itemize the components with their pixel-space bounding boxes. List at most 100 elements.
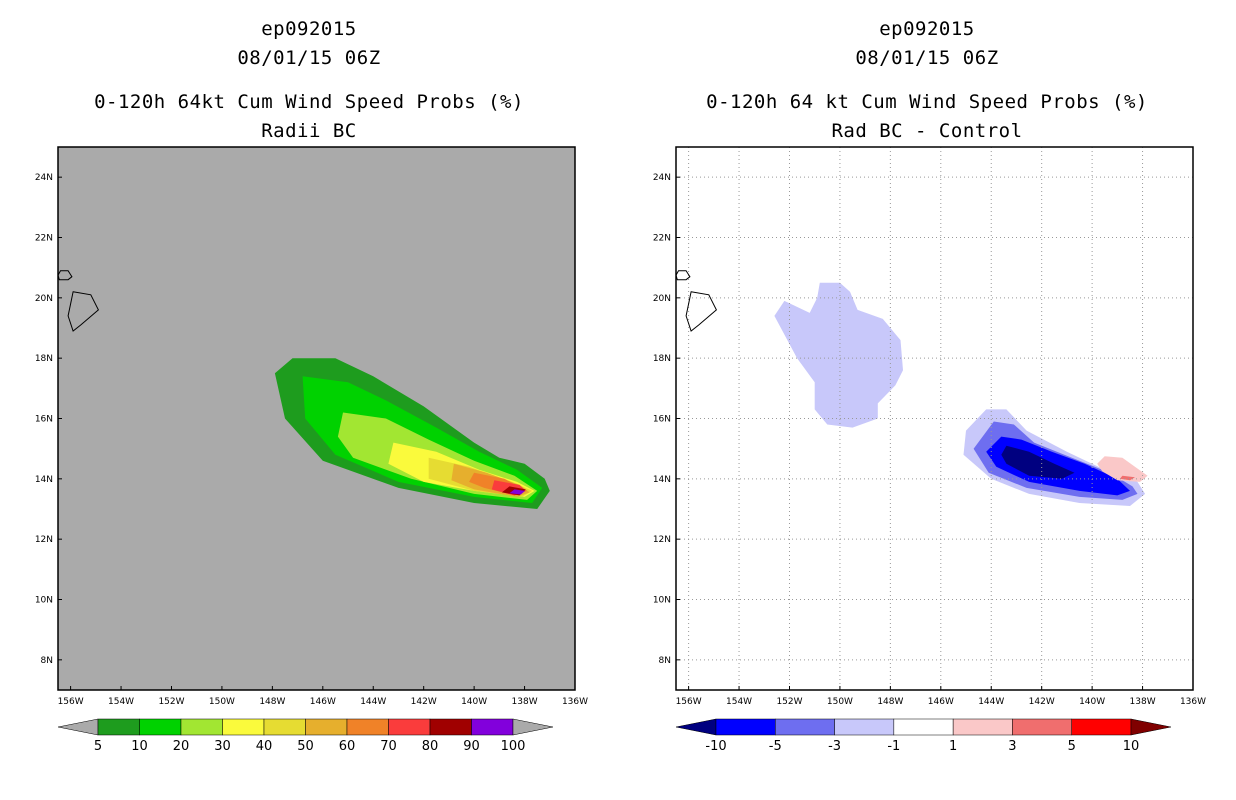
contour-region--1 — [774, 282, 903, 428]
coastline-maui — [676, 270, 691, 281]
colorbar-swatch — [139, 718, 182, 736]
plot-area — [676, 147, 1193, 690]
colorbar-label: -1 — [887, 739, 900, 754]
colorbar-label: 3 — [1008, 739, 1016, 754]
colorbar-swatch — [834, 718, 895, 736]
colorbar-label: 30 — [214, 739, 231, 754]
colorbar-swatch — [346, 718, 389, 736]
plot-area — [58, 270, 550, 509]
colorbar-label: 5 — [94, 739, 102, 754]
colorbar-swatch — [180, 718, 223, 736]
x-tick-label: 142W — [1029, 697, 1055, 707]
plot-subtitle: Radii BC — [261, 120, 357, 142]
y-tick-label: 18N — [35, 354, 53, 364]
x-tick-label: 152W — [158, 697, 184, 707]
coastline-maui — [58, 270, 73, 281]
colorbar-swatch — [388, 718, 431, 736]
y-tick-label: 24N — [653, 173, 671, 183]
datetime: 08/01/15 06Z — [237, 47, 381, 69]
y-tick-label: 10N — [653, 596, 671, 606]
colorbar-label: 90 — [463, 739, 480, 754]
colorbar-label: 70 — [380, 739, 397, 754]
y-tick-label: 14N — [35, 475, 53, 485]
x-tick-label: 136W — [1180, 697, 1206, 707]
colorbar-swatch — [893, 718, 954, 736]
x-tick-label: 144W — [360, 697, 386, 707]
plot-subtitle: Rad BC - Control — [831, 120, 1023, 142]
colorbar-swatch — [715, 718, 776, 736]
colorbar-swatch — [1012, 718, 1072, 736]
y-tick-label: 16N — [653, 415, 671, 425]
x-tick-label: 148W — [877, 697, 903, 707]
x-tick-label: 156W — [58, 697, 84, 707]
x-tick-label: 140W — [1079, 697, 1105, 707]
colorbar-extend-low — [57, 718, 99, 736]
x-tick-label: 150W — [827, 697, 853, 707]
colorbar-label: 1 — [949, 739, 957, 754]
colorbar-label: 10 — [1123, 739, 1140, 754]
colorbar-swatch — [305, 718, 348, 736]
colorbar-label: 100 — [501, 739, 526, 754]
probability-map: 156W 154W 152W 150W 148W 146W 144W 142W 140W 138W… — [35, 146, 588, 754]
colorbar-extend-high — [1130, 718, 1172, 736]
contour-region-1 — [1097, 456, 1148, 482]
colorbar-label: 50 — [297, 739, 314, 754]
y-tick-label: 16N — [35, 415, 53, 425]
colorbar-label: 80 — [422, 739, 439, 754]
x-tick-label: 154W — [726, 697, 752, 707]
plot-background — [676, 147, 1193, 690]
difference-map: 156W 154W 152W 150W 148W 146W 144W 142W 140W 138W… — [653, 146, 1206, 754]
colorbar-label: 40 — [256, 739, 273, 754]
contour-region-3 — [1119, 475, 1135, 481]
x-tick-label: 142W — [411, 697, 437, 707]
y-tick-label: 20N — [35, 294, 53, 304]
storm-id: ep092015 — [261, 18, 357, 40]
colorbar-swatch — [775, 718, 835, 736]
x-tick-label: 156W — [676, 697, 702, 707]
y-tick-label: 22N — [35, 234, 53, 244]
x-tick-label: 136W — [562, 697, 588, 707]
y-tick-label: 22N — [653, 234, 671, 244]
storm-id: ep092015 — [879, 18, 975, 40]
colorbar-swatch — [263, 718, 306, 736]
y-tick-label: 8N — [659, 656, 671, 666]
colorbar-swatch — [222, 718, 265, 736]
x-tick-label: 152W — [776, 697, 802, 707]
y-tick-label: 20N — [653, 294, 671, 304]
coastline-hawaii — [67, 291, 100, 332]
colorbar-swatch — [952, 718, 1013, 736]
colorbar-label: -10 — [705, 739, 726, 754]
y-tick-label: 14N — [653, 475, 671, 485]
y-tick-label: 8N — [41, 656, 53, 666]
colorbar-label: 20 — [173, 739, 190, 754]
contour-region--10 — [1001, 445, 1075, 479]
plot-title: 0-120h 64 kt Cum Wind Speed Probs (%) — [706, 91, 1148, 113]
y-tick-label: 18N — [653, 354, 671, 364]
colorbar-label: 60 — [339, 739, 356, 754]
colorbar-swatch — [429, 718, 472, 736]
x-tick-label: 146W — [928, 697, 954, 707]
colorbar-extend-high — [512, 718, 554, 736]
colorbar-label: -3 — [828, 739, 841, 754]
panel-radii-bc: ep092015 08/01/15 06Z 0-120h 64kt Cum Wi… — [35, 18, 588, 754]
plot-title: 0-120h 64kt Cum Wind Speed Probs (%) — [94, 91, 524, 113]
x-tick-label: 146W — [310, 697, 336, 707]
colorbar-swatch — [471, 718, 514, 736]
y-tick-label: 12N — [35, 535, 53, 545]
x-tick-label: 148W — [259, 697, 285, 707]
colorbar-label: 10 — [131, 739, 148, 754]
colorbar-swatch — [1071, 718, 1132, 736]
x-tick-label: 144W — [978, 697, 1004, 707]
panel-difference: ep092015 08/01/15 06Z 0-120h 64 kt Cum W… — [618, 0, 1236, 800]
colorbar-swatch — [97, 718, 140, 736]
coastline-hawaii — [685, 291, 718, 332]
contour-region-90 — [509, 489, 526, 495]
colorbar-label: 5 — [1068, 739, 1076, 754]
y-tick-label: 10N — [35, 596, 53, 606]
x-tick-label: 140W — [461, 697, 487, 707]
x-tick-label: 150W — [209, 697, 235, 707]
y-tick-label: 12N — [653, 535, 671, 545]
colorbar-extend-low — [675, 718, 717, 736]
x-tick-label: 138W — [1130, 697, 1156, 707]
datetime: 08/01/15 06Z — [855, 47, 999, 69]
